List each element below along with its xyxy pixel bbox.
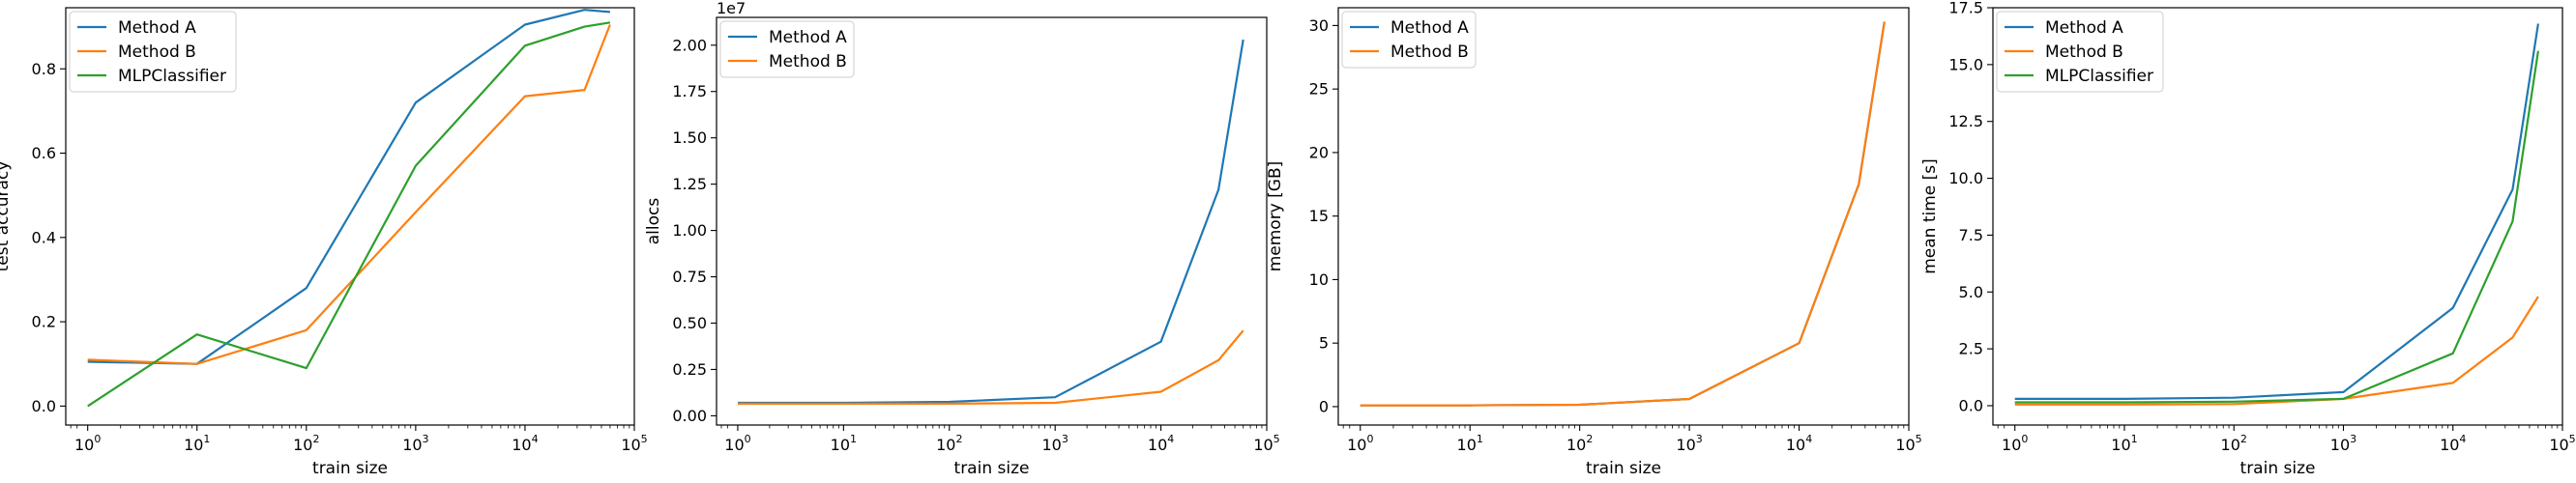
- legend-label: MLPClassifier: [118, 67, 226, 86]
- y-tick-label: 30: [1309, 16, 1329, 35]
- series-line-mlpclassifier: [2014, 50, 2539, 404]
- y-tick-label: 0.4: [32, 228, 56, 246]
- y-tick-label: 15.0: [1948, 55, 1983, 73]
- y-tick-label: 0.25: [672, 360, 707, 379]
- y-axis-label: mean time [s]: [1920, 158, 1940, 274]
- x-tick-label: 104: [1786, 433, 1812, 454]
- y-tick-label: 1.25: [672, 175, 707, 193]
- series-line-mlpclassifier: [87, 21, 611, 408]
- legend: Method A Method B MLPClassifier: [69, 11, 237, 93]
- series-line-method-b: [2014, 296, 2539, 406]
- y-tick-label: 0.0: [32, 397, 56, 415]
- x-tick-label: 103: [2330, 433, 2356, 454]
- y-tick-label: 10.0: [1948, 169, 1983, 187]
- y-axis-label: memory [GB]: [1266, 161, 1285, 272]
- y-tick-label: 0.75: [672, 268, 707, 286]
- x-axis-label: train size: [312, 459, 388, 478]
- x-tick-label: 105: [621, 433, 647, 454]
- y-tick-label: 0.0: [1959, 396, 1983, 414]
- legend-box: [1341, 11, 1477, 69]
- legend-label: MLPClassifier: [2045, 67, 2153, 86]
- y-tick-label: 7.5: [1959, 226, 1983, 244]
- legend-label: Method B: [2045, 43, 2123, 62]
- series-line-method-b: [87, 24, 611, 365]
- x-tick-label: 105: [1253, 433, 1279, 454]
- y-tick-label: 5.0: [1959, 283, 1983, 301]
- legend-label: Method B: [769, 52, 847, 71]
- x-tick-label: 101: [1457, 433, 1483, 454]
- legend: Method A Method B: [719, 20, 855, 78]
- y-tick-label: 25: [1309, 80, 1329, 99]
- y-tick-label: 0.00: [672, 407, 707, 425]
- series-line-method-b: [738, 329, 1244, 405]
- series-line-method-a: [2014, 23, 2539, 400]
- axes-frame: [65, 7, 635, 426]
- x-tick-label: 101: [2111, 433, 2137, 454]
- y-tick-label: 0.2: [32, 313, 56, 331]
- y-tick-label: 12.5: [1948, 112, 1983, 130]
- x-axis-label: train size: [954, 459, 1030, 478]
- axes-frame: [1337, 7, 1910, 426]
- chart-panel-4: 100 101 102 103 104 105 0.0 2.5 5.0 7.5 10.0 12.5 15…: [1920, 0, 2576, 478]
- chart-panel-3: 100 101 102 103 104 105 0 5 10 15 20 25 30 train size…: [1266, 7, 1922, 478]
- legend-label: Method A: [2045, 18, 2123, 38]
- y-tick-label: 0.8: [32, 60, 56, 78]
- x-tick-label: 100: [724, 433, 750, 454]
- x-tick-label: 103: [1676, 433, 1702, 454]
- legend-label: Method A: [769, 28, 847, 47]
- legend-label: Method B: [1390, 43, 1469, 62]
- legend-box: [69, 11, 237, 93]
- y-axis-label: test accuracy: [0, 161, 13, 272]
- x-axis-label: train size: [1586, 459, 1661, 478]
- chart-panel-2: 100 101 102 103 104 105 0.00 0.25 0.50 0.75 1.00 1.…: [644, 0, 1280, 478]
- y-tick-label: 0: [1319, 397, 1329, 415]
- y-tick-label: 5: [1319, 334, 1329, 353]
- y-tick-label: 20: [1309, 143, 1329, 161]
- x-tick-label: 105: [1895, 433, 1921, 454]
- x-tick-label: 101: [831, 433, 857, 454]
- legend-label: Method A: [118, 18, 196, 38]
- y-tick-label: 15: [1309, 207, 1329, 225]
- series-line-method-b: [1360, 21, 1886, 407]
- legend: Method A Method B MLPClassifier: [1996, 11, 2164, 93]
- x-tick-label: 100: [1347, 433, 1373, 454]
- y-tick-label: 2.5: [1959, 340, 1983, 358]
- y-tick-label: 1.75: [672, 82, 707, 100]
- y-offset-text: 1e7: [717, 0, 746, 17]
- chart-panel-1: 100 101 102 103 104 105 0.0 0.2 0.4 0.6 0.8 train s…: [0, 7, 648, 478]
- y-tick-label: 1.00: [672, 221, 707, 240]
- x-tick-label: 104: [2440, 433, 2466, 454]
- legend-label: Method A: [1390, 18, 1469, 38]
- axes-frame: [716, 16, 1268, 426]
- y-tick-label: 0.6: [32, 144, 56, 162]
- legend: Method A Method B: [1341, 11, 1477, 69]
- x-tick-label: 103: [402, 433, 428, 454]
- y-tick-label: 1.50: [672, 128, 707, 147]
- x-tick-label: 100: [74, 433, 101, 454]
- legend-label: Method B: [118, 43, 196, 62]
- legend-box: [1996, 11, 2164, 93]
- x-tick-label: 102: [1566, 433, 1593, 454]
- series-line-method-a: [1360, 21, 1886, 407]
- y-tick-label: 10: [1309, 270, 1329, 289]
- x-tick-label: 100: [2002, 433, 2028, 454]
- y-axis-label: allocs: [644, 198, 663, 245]
- y-tick-label: 17.5: [1948, 0, 1983, 17]
- x-tick-label: 102: [2221, 433, 2247, 454]
- y-tick-label: 2.00: [672, 36, 707, 54]
- x-tick-label: 103: [1042, 433, 1068, 454]
- x-tick-label: 102: [936, 433, 962, 454]
- series-line-method-a: [738, 39, 1244, 405]
- y-tick-label: 0.50: [672, 314, 707, 332]
- x-tick-label: 104: [512, 433, 538, 454]
- x-tick-label: 101: [184, 433, 210, 454]
- x-axis-label: train size: [2240, 459, 2316, 478]
- axes-frame: [1992, 7, 2563, 426]
- x-tick-label: 102: [293, 433, 319, 454]
- x-tick-label: 104: [1148, 433, 1174, 454]
- legend-box: [719, 20, 855, 78]
- x-tick-label: 105: [2549, 433, 2575, 454]
